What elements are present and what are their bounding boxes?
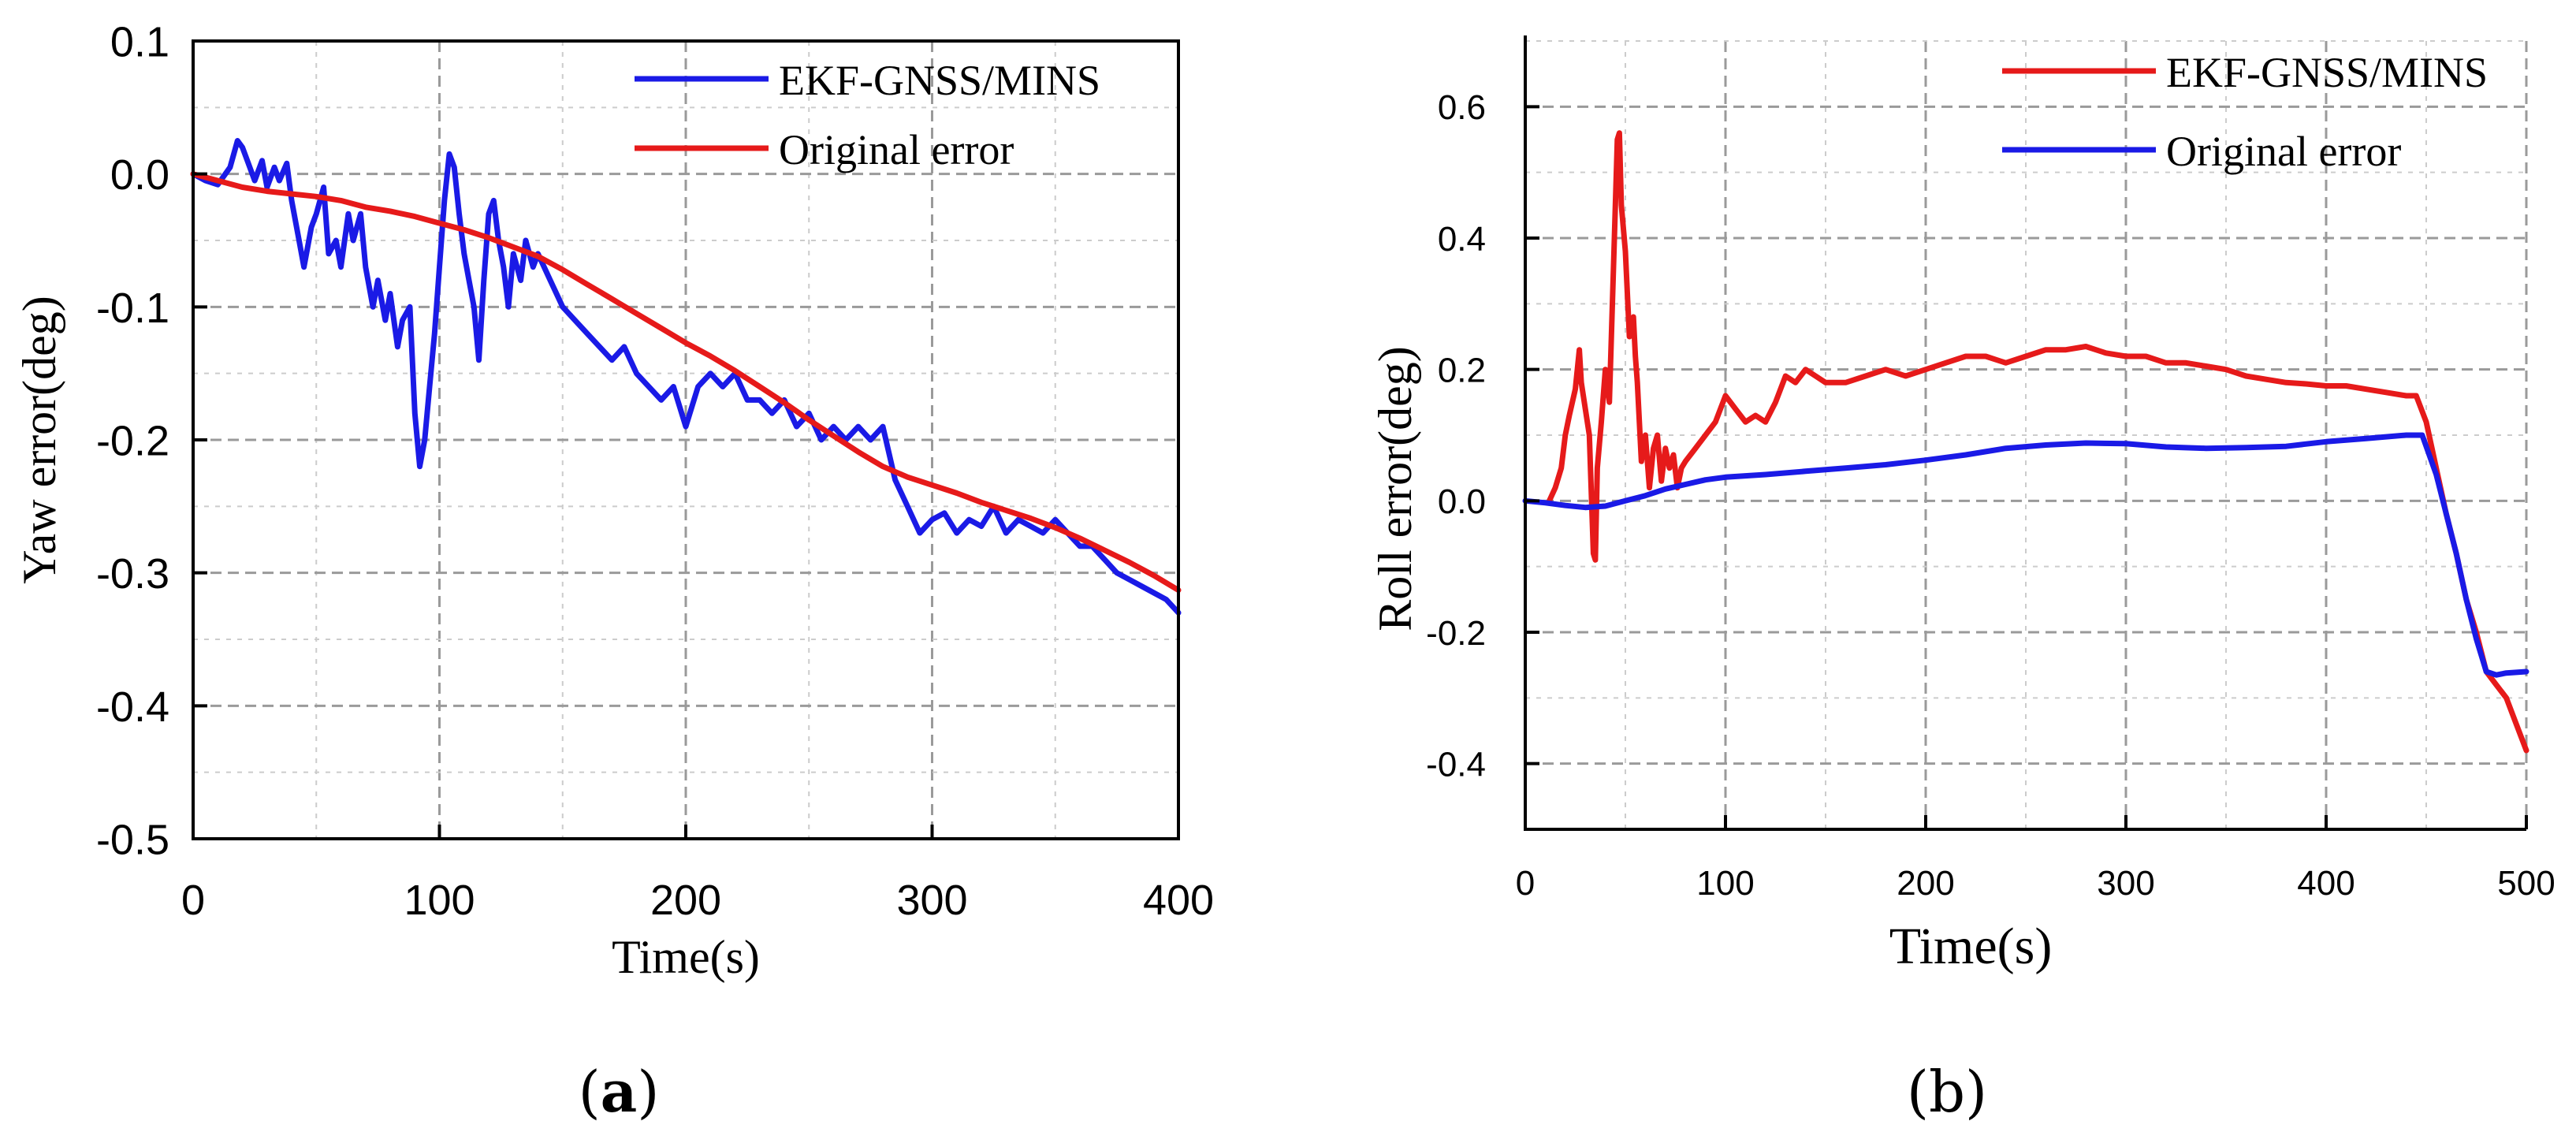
yaw-chart-xlabel: Time(s) <box>612 931 760 983</box>
series-line-ekf-gnss-mins <box>1547 130 2529 754</box>
yaw-legend-label-original: Original error <box>779 126 1014 173</box>
roll-caption-letter: b <box>1929 1059 1965 1125</box>
y-tick-label: -0.1 <box>96 285 169 332</box>
yaw-chart-tick-labels: 0 100 200 300 400 -0.5 -0.4 -0.3 -0.2 -0.1 0.0 0.1 <box>96 18 1214 924</box>
x-tick-label: 500 <box>2497 864 2555 903</box>
roll-chart-legend: EKF-GNSS/MINS Original error <box>2002 49 2488 175</box>
roll-chart-caption: (b) <box>1907 1059 1987 1125</box>
x-tick-label: 200 <box>1897 864 1954 903</box>
x-tick-label: 0 <box>181 877 205 924</box>
roll-chart-series <box>1522 130 2529 754</box>
x-tick-label: 300 <box>896 877 967 924</box>
yaw-chart-legend: EKF-GNSS/MINS Original error <box>635 57 1100 173</box>
y-tick-label: -0.2 <box>1426 614 1486 653</box>
caption-close-paren: ) <box>637 1059 659 1125</box>
x-tick-label: 100 <box>404 877 475 924</box>
y-tick-label: -0.4 <box>1426 746 1486 784</box>
y-tick-label: 0.0 <box>1438 482 1486 521</box>
x-tick-label: 100 <box>1696 864 1754 903</box>
x-tick-label: 400 <box>2297 864 2355 903</box>
yaw-error-chart: 0 100 200 300 400-0.5-0.4-0.3-0.2-0.10.00.1 … <box>13 18 1214 1125</box>
caption-open-paren: ( <box>579 1059 601 1125</box>
y-tick-label: -0.4 <box>96 683 169 731</box>
series-line-original-error <box>190 171 1182 594</box>
yaw-caption-letter: a <box>601 1058 638 1125</box>
yaw-chart-caption: (a) <box>579 1058 660 1125</box>
yaw-chart-series <box>190 138 1182 616</box>
y-tick-label: -0.3 <box>96 550 169 598</box>
y-tick-label: 0.2 <box>1438 352 1486 390</box>
x-tick-label: 200 <box>650 877 721 924</box>
y-tick-label: -0.2 <box>96 417 169 464</box>
roll-error-chart: 0 100 200 300 400 500 -0.4 -0.2 0.0 0.2 0.4 0.6 Rol… <box>1369 35 2556 1125</box>
x-tick-label: 400 <box>1143 877 1214 924</box>
y-tick-label: 0.4 <box>1438 220 1486 259</box>
roll-chart-tick-labels: 0 100 200 300 400 500 -0.4 -0.2 0.0 0.2 0.4 0.6 <box>1426 88 2556 903</box>
yaw-chart-ticks <box>192 39 1180 840</box>
y-tick-label: -0.5 <box>96 816 169 863</box>
roll-chart-xlabel: Time(s) <box>1889 918 2053 975</box>
x-tick-label: 300 <box>2097 864 2154 903</box>
yaw-legend-label-ekf: EKF-GNSS/MINS <box>779 57 1100 104</box>
roll-chart-grid <box>1525 40 2528 829</box>
yaw-chart-ylabel: Yaw error(deg) <box>13 296 65 583</box>
caption-open-paren: ( <box>1907 1059 1929 1125</box>
caption-close-paren: ) <box>1965 1059 1987 1125</box>
yaw-chart-grid <box>193 39 1180 839</box>
y-tick-label: 0.6 <box>1438 88 1486 127</box>
x-tick-label: 0 <box>1516 864 1535 903</box>
roll-legend-label-ekf: EKF-GNSS/MINS <box>2166 49 2488 96</box>
series-line-original-error <box>1522 432 2529 678</box>
roll-legend-label-original: Original error <box>2166 128 2401 175</box>
roll-chart-ylabel: Roll error(deg) <box>1369 346 1421 631</box>
roll-chart-ticks <box>1524 105 2528 829</box>
y-tick-label: 0.0 <box>110 151 169 199</box>
y-tick-label: 0.1 <box>110 18 169 65</box>
